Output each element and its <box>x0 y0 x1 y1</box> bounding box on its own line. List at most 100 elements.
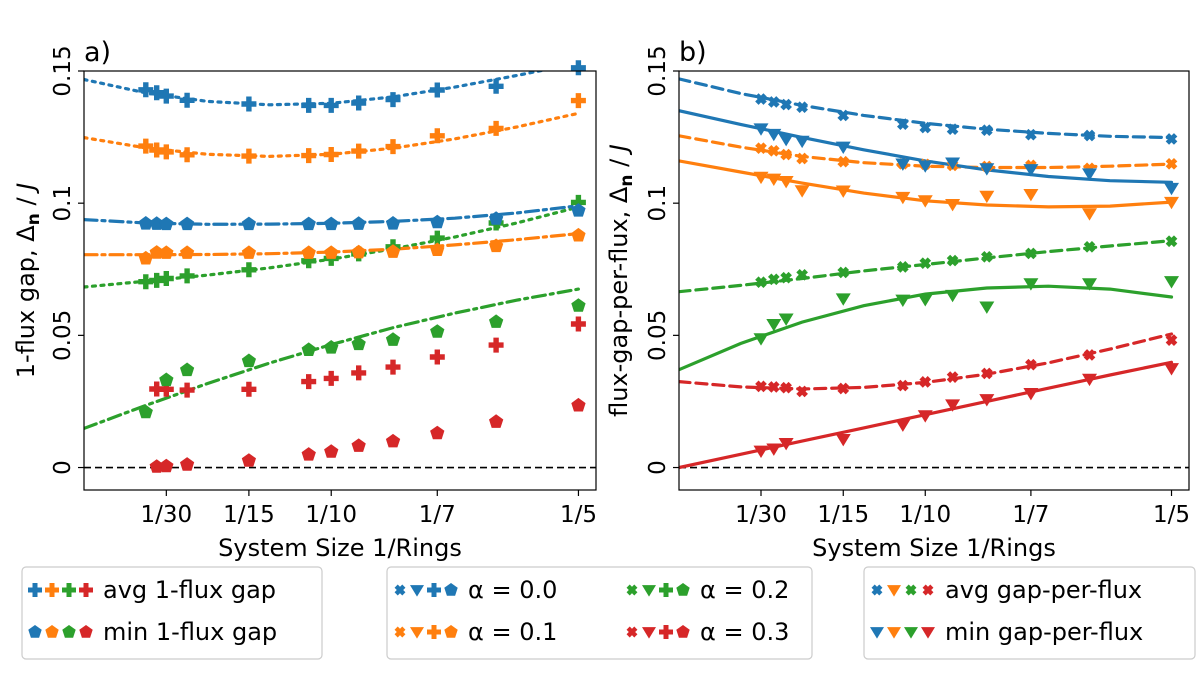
x-axis-label: System Size 1/Rings <box>812 534 1056 562</box>
data-point <box>897 261 909 273</box>
legend-marker <box>394 626 406 638</box>
data-point <box>324 216 339 231</box>
data-point <box>180 245 195 259</box>
data-point <box>488 337 504 353</box>
y-tick-label: 0.15 <box>645 45 671 96</box>
data-point <box>159 372 174 387</box>
y-tick-label: 0 <box>50 460 76 475</box>
data-point <box>138 82 154 98</box>
legend-marker <box>626 584 638 596</box>
panel-label: a) <box>84 37 111 68</box>
data-point <box>149 272 165 288</box>
axes-frame <box>678 70 1190 491</box>
legend-marker <box>676 583 690 596</box>
y-tick-label: 0.1 <box>645 185 671 222</box>
legend-marker <box>887 585 901 597</box>
legend-left: avg 1-flux gap min 1-flux gap <box>21 566 323 660</box>
data-point <box>180 457 195 471</box>
data-point <box>1083 349 1096 361</box>
legend-marker <box>28 625 42 638</box>
data-point <box>570 60 586 76</box>
data-point <box>945 157 961 170</box>
y-tick-label: 0.15 <box>50 45 76 96</box>
data-point <box>571 298 586 312</box>
legend-marker <box>62 583 76 597</box>
data-point <box>159 245 174 259</box>
data-point <box>1023 188 1039 202</box>
legend-entry: avg 1-flux gap <box>28 576 276 604</box>
data-point <box>323 370 339 386</box>
data-point <box>835 185 851 198</box>
series-4 <box>138 203 586 231</box>
data-point <box>753 123 769 136</box>
x-tick-label: 1/15 <box>817 502 869 528</box>
data-point <box>755 380 767 393</box>
data-point <box>149 216 164 230</box>
data-point <box>324 340 339 354</box>
y-tick-label: 0.05 <box>645 310 671 361</box>
legend-marker <box>79 583 93 597</box>
data-point <box>241 148 257 164</box>
legend-marker <box>887 627 901 639</box>
legend-marker <box>870 627 884 639</box>
data-point <box>159 216 174 231</box>
data-point <box>1025 128 1037 141</box>
fit-curve-5 <box>84 287 580 430</box>
data-point <box>755 276 767 289</box>
series-1 <box>138 93 586 164</box>
legend-label: α = 0.2 <box>700 576 789 604</box>
data-point <box>138 216 153 230</box>
legend-marker <box>921 627 935 639</box>
data-point <box>159 458 174 473</box>
data-point <box>897 118 909 130</box>
data-point <box>301 447 316 461</box>
data-point <box>429 82 445 98</box>
data-point <box>1025 247 1037 260</box>
data-point <box>241 96 257 112</box>
data-point <box>180 362 195 377</box>
legend-label: avg 1-flux gap <box>103 576 276 604</box>
series-2 <box>755 235 1178 289</box>
legend-marker <box>62 625 76 638</box>
legend-marker <box>659 625 673 639</box>
data-point <box>570 194 586 210</box>
x-tick-label: 1/10 <box>899 502 951 528</box>
data-point <box>241 262 257 278</box>
legend-alpha: α = 0.0 α = 0.1 α = 0.2 α = 0.3 <box>386 566 813 660</box>
data-point <box>149 245 164 259</box>
data-point <box>767 381 780 393</box>
data-point <box>158 144 174 160</box>
data-point <box>837 109 850 122</box>
data-point <box>755 93 767 105</box>
data-point <box>179 268 195 284</box>
data-point <box>323 147 339 162</box>
y-tick-label: 0 <box>645 460 671 475</box>
data-point <box>766 173 782 186</box>
series-4 <box>753 123 1180 196</box>
legend-marker <box>427 625 441 639</box>
data-point <box>895 191 911 205</box>
data-point <box>837 266 850 279</box>
data-point <box>241 381 257 397</box>
data-point <box>351 143 367 159</box>
legend-frame <box>21 566 323 660</box>
data-point <box>301 253 317 269</box>
data-point <box>571 397 586 412</box>
data-point <box>351 365 367 381</box>
x-tick-label: 1/15 <box>223 502 275 528</box>
data-point <box>1082 168 1098 181</box>
data-point <box>1023 387 1039 401</box>
x-axis-label: System Size 1/Rings <box>218 534 462 562</box>
data-point <box>946 123 959 135</box>
series-3 <box>149 316 586 398</box>
data-point <box>385 332 401 346</box>
data-point <box>778 437 794 451</box>
data-point <box>385 139 401 155</box>
data-point <box>138 274 154 290</box>
data-point <box>895 158 911 171</box>
legend-marker <box>626 626 638 638</box>
data-point <box>158 381 174 397</box>
data-point <box>766 319 782 332</box>
data-point <box>1023 164 1039 177</box>
data-point <box>429 230 445 246</box>
